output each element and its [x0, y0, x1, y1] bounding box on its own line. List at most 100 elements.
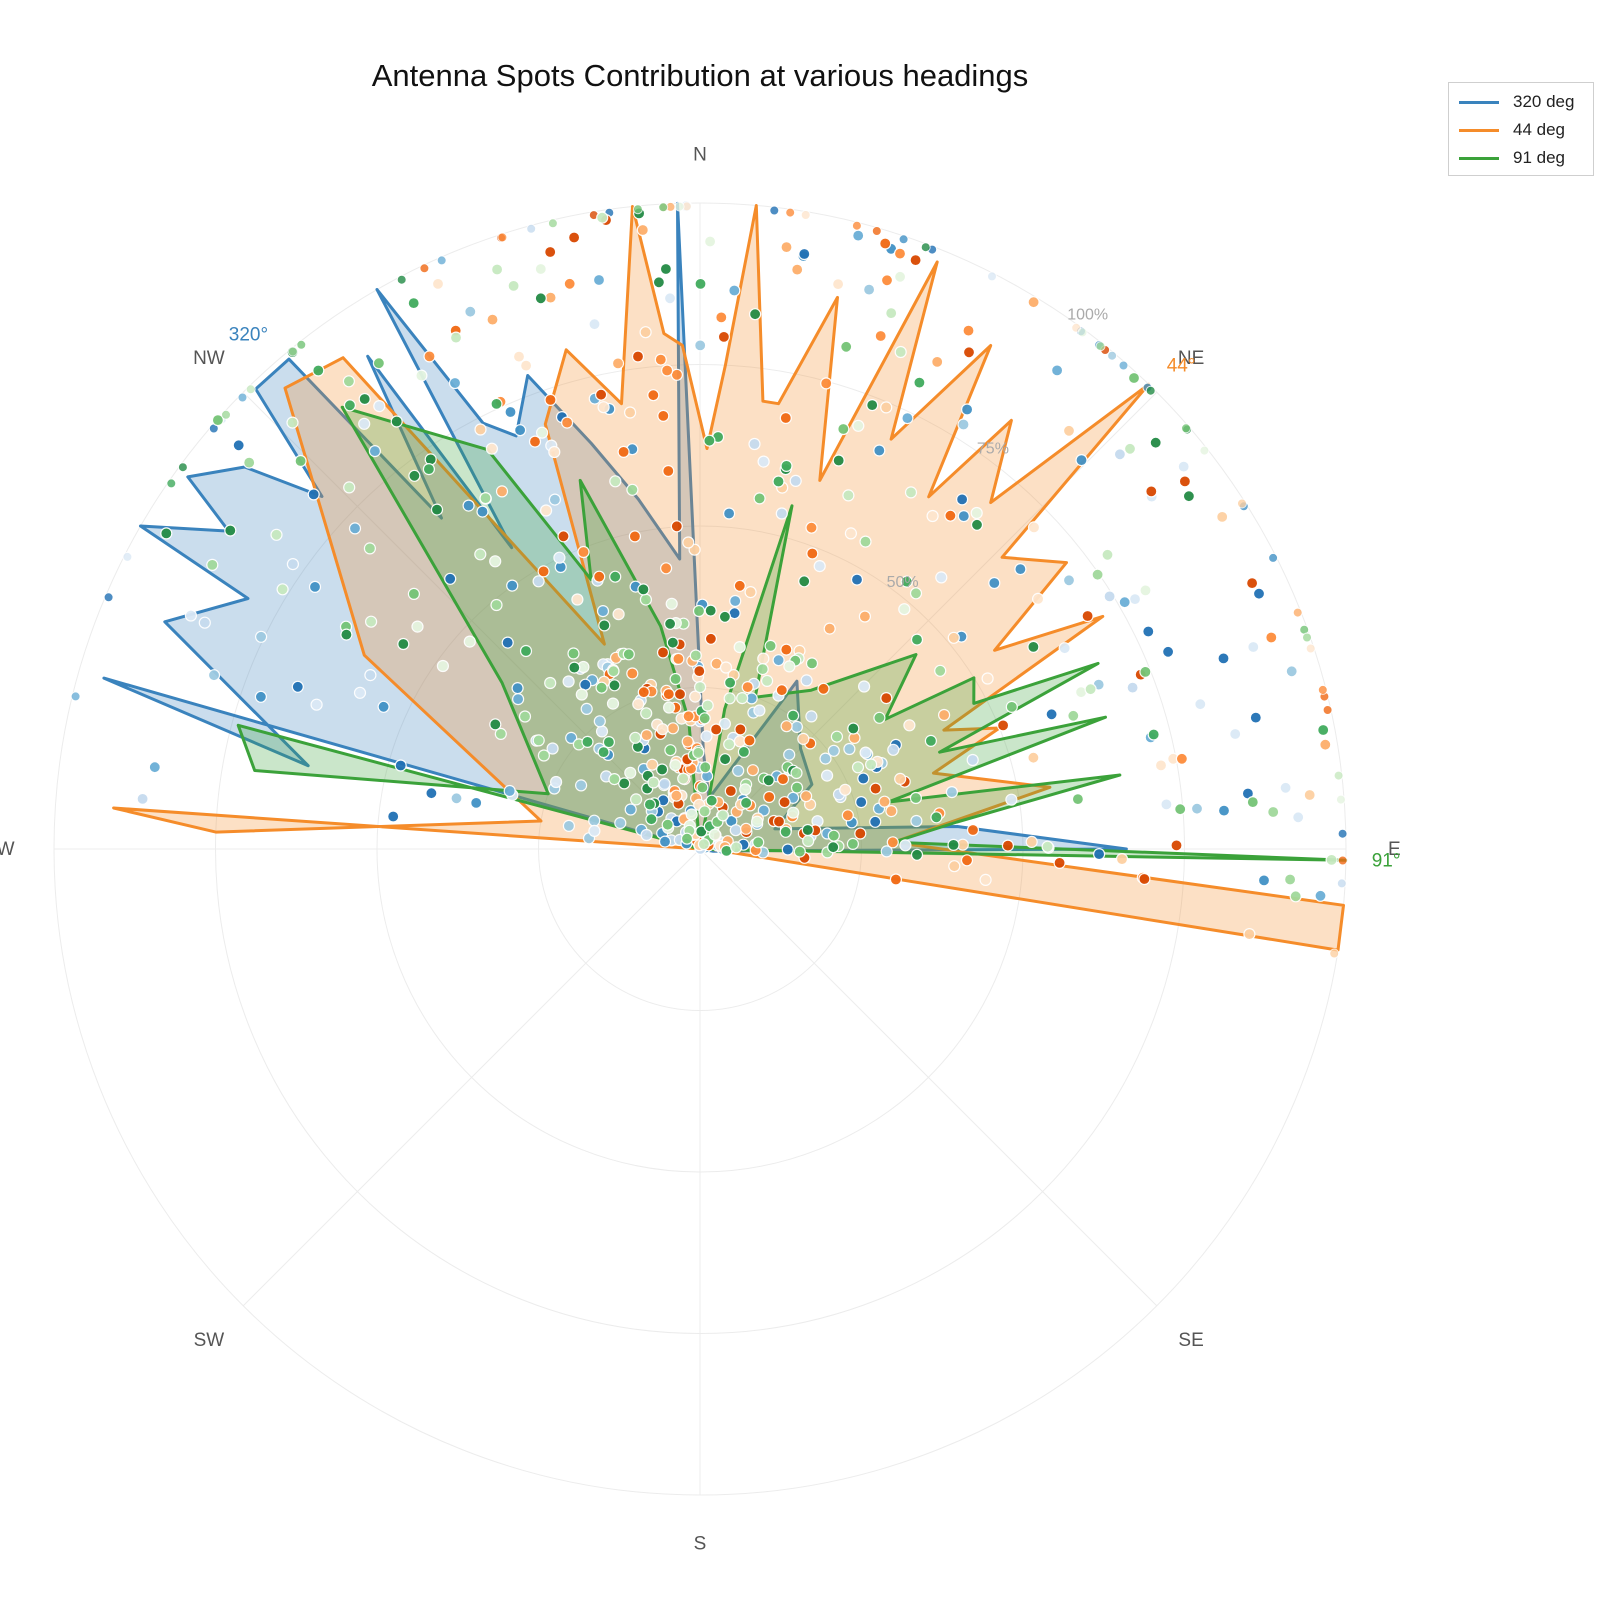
data-point — [407, 297, 420, 310]
data-point — [662, 687, 675, 701]
data-point — [626, 483, 639, 496]
grid-spoke-se — [699, 848, 1158, 1307]
data-point — [1075, 454, 1088, 467]
data-point — [790, 720, 804, 734]
data-point — [519, 644, 533, 658]
data-point — [670, 520, 683, 533]
data-point — [340, 628, 353, 641]
radial-tick-label: 100% — [1067, 306, 1108, 323]
legend-item-44[interactable]: 44 deg — [1459, 117, 1565, 143]
data-point — [864, 758, 878, 771]
data-point — [827, 841, 840, 854]
data-point — [962, 324, 975, 337]
data-point — [930, 811, 943, 824]
data-point — [744, 585, 757, 599]
data-point — [609, 570, 622, 583]
data-point — [658, 777, 671, 791]
data-point — [663, 617, 677, 630]
data-point — [1170, 839, 1183, 852]
data-point — [760, 674, 774, 688]
data-point — [148, 761, 161, 774]
data-point — [1175, 752, 1189, 765]
data-point — [722, 507, 736, 520]
data-point — [470, 796, 483, 810]
data-point — [408, 469, 421, 482]
rim-point — [1337, 855, 1348, 866]
data-point — [1279, 781, 1292, 794]
data-point — [988, 576, 1001, 590]
data-point — [276, 583, 289, 596]
data-point — [571, 593, 584, 606]
data-point — [1149, 436, 1162, 449]
data-point — [800, 674, 813, 687]
data-point — [1041, 840, 1054, 853]
data-point — [878, 795, 891, 808]
chart-title: Antenna Spots Contribution at various he… — [371, 58, 1029, 93]
data-point — [723, 692, 736, 705]
data-point — [652, 276, 666, 289]
data-point — [232, 439, 245, 452]
data-point — [1031, 592, 1045, 606]
data-point — [704, 632, 718, 645]
data-point — [1147, 728, 1160, 741]
data-point — [886, 836, 899, 849]
data-point — [1138, 872, 1151, 886]
data-point — [1027, 521, 1041, 534]
rim-point — [871, 226, 882, 236]
data-point — [909, 791, 923, 805]
data-point — [996, 719, 1010, 732]
data-point — [741, 680, 754, 694]
data-point — [607, 665, 620, 678]
data-point — [840, 340, 853, 353]
rim-point — [1322, 705, 1333, 715]
data-point — [1091, 568, 1104, 581]
heading-marker-label: 44° — [1167, 356, 1196, 377]
data-point — [746, 764, 760, 777]
data-point — [1243, 927, 1256, 941]
data-point — [673, 688, 687, 701]
data-point — [501, 636, 514, 649]
data-point — [548, 493, 562, 506]
data-point — [772, 815, 786, 828]
heading-marker-label: 320° — [229, 324, 268, 345]
data-point — [647, 389, 660, 402]
data-point — [692, 604, 706, 618]
data-point — [880, 274, 894, 287]
data-point — [889, 873, 903, 886]
data-point — [893, 270, 907, 283]
data-point — [1123, 442, 1137, 455]
data-point — [1005, 793, 1018, 806]
data-point — [948, 860, 961, 873]
legend-item-320[interactable]: 320 deg — [1459, 89, 1574, 115]
legend-item-91[interactable]: 91 deg — [1459, 145, 1565, 171]
data-point — [664, 744, 677, 757]
rim-point — [800, 210, 811, 220]
data-point — [608, 679, 621, 692]
data-point — [1217, 804, 1231, 817]
data-point — [757, 455, 770, 468]
data-point — [624, 803, 637, 816]
data-point — [580, 702, 593, 716]
data-point — [286, 557, 299, 571]
data-point — [291, 680, 304, 693]
data-point — [694, 277, 707, 290]
data-point — [1190, 802, 1204, 815]
data-point — [775, 507, 788, 520]
data-point — [1145, 485, 1158, 498]
data-point — [358, 392, 371, 406]
data-point — [762, 774, 775, 787]
data-point — [1217, 652, 1230, 665]
data-point — [698, 712, 711, 725]
data-point — [798, 247, 811, 261]
data-point — [903, 719, 916, 732]
data-point — [1025, 835, 1038, 849]
data-point — [966, 753, 979, 767]
data-point — [681, 735, 694, 748]
data-point — [966, 823, 980, 837]
data-point — [548, 445, 561, 459]
data-point — [568, 661, 581, 674]
data-point — [873, 444, 886, 457]
data-point — [602, 735, 616, 749]
data-point — [595, 681, 608, 694]
data-point — [1292, 811, 1305, 824]
